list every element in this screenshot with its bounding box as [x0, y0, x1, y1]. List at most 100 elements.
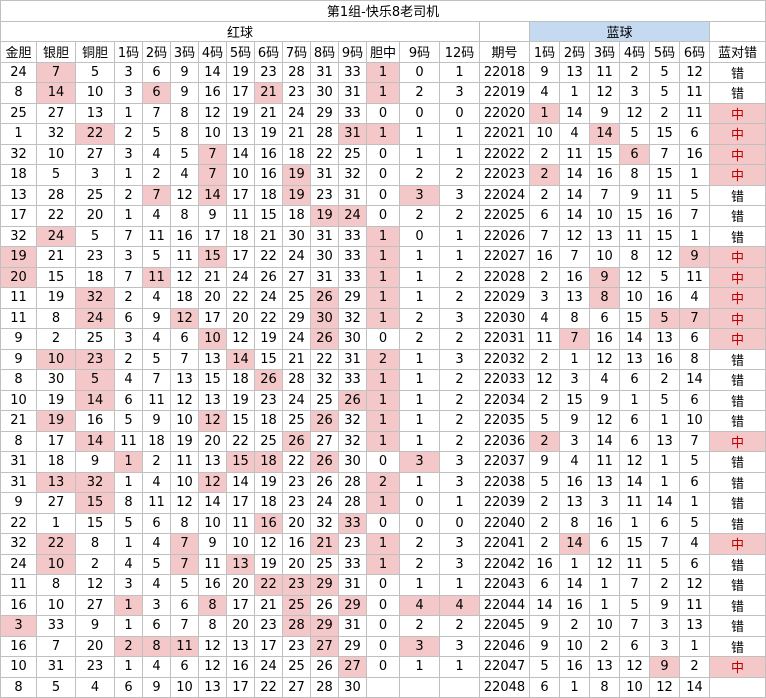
table-cell: 3: [440, 349, 480, 370]
table-cell: 2: [143, 452, 171, 473]
table-cell: 2: [440, 267, 480, 288]
table-cell: 2: [440, 165, 480, 186]
table-cell: 33: [339, 370, 367, 391]
table-cell: 8: [1, 83, 37, 104]
table-cell: 3: [143, 595, 171, 616]
table-cell: 11: [143, 226, 171, 247]
table-cell: 14: [650, 493, 680, 514]
table-cell: 21: [283, 124, 311, 145]
table-cell: 2: [400, 554, 440, 575]
table-cell: 12: [199, 657, 227, 678]
table-cell: 1: [400, 247, 440, 268]
table-cell: 8: [171, 103, 199, 124]
table-cell: 32: [1, 144, 37, 165]
table-cell: 9: [530, 62, 560, 83]
table-cell: 22043: [480, 575, 530, 596]
table-cell: 9: [650, 657, 680, 678]
table-cell: 1: [115, 206, 143, 227]
table-cell: 11: [143, 390, 171, 411]
table-cell: 11: [227, 206, 255, 227]
table-cell: 16: [650, 206, 680, 227]
table-cell: 4: [143, 144, 171, 165]
table-cell: 4: [143, 575, 171, 596]
table-cell: 33: [339, 267, 367, 288]
table-cell: 22035: [480, 411, 530, 432]
table-cell: 12: [590, 349, 620, 370]
table-cell: 1: [367, 226, 400, 247]
table-cell: 6: [115, 677, 143, 698]
table-cell: 15: [199, 247, 227, 268]
table-cell: 1: [650, 452, 680, 473]
table-cell: 错: [710, 636, 766, 657]
table-cell: 1: [115, 472, 143, 493]
table-cell: 19: [1, 247, 37, 268]
table-cell: 24: [76, 308, 115, 329]
column-header: 铜胆: [76, 42, 115, 63]
table-cell: 28: [311, 124, 339, 145]
table-cell: 10: [620, 288, 650, 309]
table-cell: 27: [311, 431, 339, 452]
table-cell: 1: [560, 83, 590, 104]
table-cell: 2: [367, 472, 400, 493]
table-cell: 22029: [480, 288, 530, 309]
table-cell: 0: [367, 657, 400, 678]
table-cell: 14: [560, 103, 590, 124]
table-cell: 12: [255, 534, 283, 555]
table-cell: 13: [560, 493, 590, 514]
table-cell: 27: [76, 144, 115, 165]
table-row: 18 5 3 1 2 4 7 10 16 19 31 32 0 2 2 22023 2 14 16 8 15 1 中: [1, 165, 766, 186]
table-cell: 3: [590, 493, 620, 514]
column-header: 8码: [311, 42, 339, 63]
table-cell: 14: [560, 165, 590, 186]
table-cell: 5: [650, 62, 680, 83]
table-cell: 9: [1, 493, 37, 514]
table-cell: 7: [171, 349, 199, 370]
table-row: 19 21 23 3 5 11 15 17 22 24 30 33 1 1 1 22027 16 7 10 8 12 9 中: [1, 247, 766, 268]
table-cell: 19: [255, 554, 283, 575]
table-cell: 9: [680, 247, 710, 268]
table-cell: 0: [440, 513, 480, 534]
table-cell: 27: [339, 657, 367, 678]
table-cell: 0: [400, 513, 440, 534]
table-cell: 1: [115, 165, 143, 186]
table-cell: 16: [590, 165, 620, 186]
table-cell: 15: [37, 267, 76, 288]
table-cell: 19: [283, 185, 311, 206]
table-cell: 22030: [480, 308, 530, 329]
table-cell: 6: [620, 431, 650, 452]
group-row: 红球 蓝球: [1, 21, 766, 42]
table-cell: 12: [620, 103, 650, 124]
table-cell: 8: [37, 575, 76, 596]
table-cell: 20: [227, 616, 255, 637]
table-cell: 12: [199, 103, 227, 124]
table-cell: [710, 677, 766, 698]
table-row: 25 27 13 1 7 8 12 19 21 24 29 33 0 0 0 22020 1 14 9 12 2 11 中: [1, 103, 766, 124]
table-cell: 16: [530, 554, 560, 575]
table-cell: 18: [76, 267, 115, 288]
table-cell: 26: [311, 329, 339, 350]
table-cell: 3: [115, 83, 143, 104]
table-cell: 11: [680, 83, 710, 104]
table-cell: 3: [76, 165, 115, 186]
table-cell: 23: [76, 247, 115, 268]
table-cell: 1: [400, 431, 440, 452]
table-cell: 27: [37, 493, 76, 514]
table-cell: 9: [76, 452, 115, 473]
table-cell: 1: [590, 595, 620, 616]
table-cell: 7: [199, 165, 227, 186]
table-cell: 12: [227, 329, 255, 350]
table-cell: 10: [680, 411, 710, 432]
table-cell: 9: [143, 677, 171, 698]
table-cell: 4: [143, 472, 171, 493]
table-cell: 3: [400, 185, 440, 206]
table-cell: 14: [560, 534, 590, 555]
table-cell: 0: [400, 62, 440, 83]
table-cell: 10: [1, 390, 37, 411]
table-cell: 6: [115, 308, 143, 329]
table-cell: 16: [1, 636, 37, 657]
table-cell: 26: [339, 390, 367, 411]
table-cell: 8: [590, 677, 620, 698]
table-cell: 32: [339, 411, 367, 432]
table-cell: 3: [115, 575, 143, 596]
table-cell: 10: [171, 677, 199, 698]
